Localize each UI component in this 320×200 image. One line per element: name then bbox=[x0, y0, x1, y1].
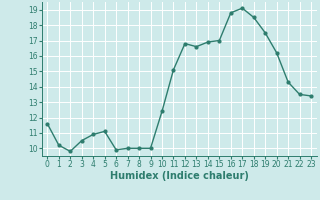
X-axis label: Humidex (Indice chaleur): Humidex (Indice chaleur) bbox=[110, 171, 249, 181]
